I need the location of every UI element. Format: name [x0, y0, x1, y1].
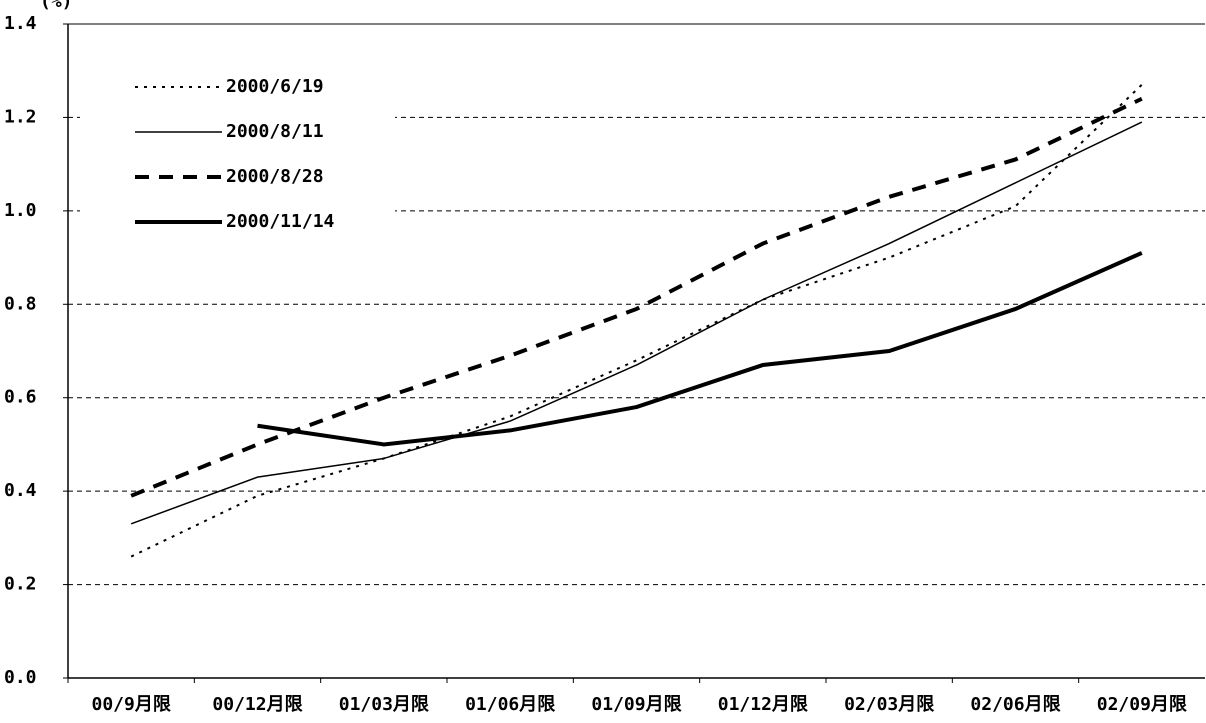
- x-tick-label: 00/9月限: [91, 694, 171, 715]
- y-tick-label: 1.2: [4, 106, 37, 127]
- y-tick-label: 0.6: [4, 387, 37, 408]
- x-tick-label: 01/09月限: [591, 694, 682, 715]
- y-axis-label: (%): [40, 0, 73, 12]
- x-tick-label: 02/06月限: [970, 694, 1061, 715]
- y-tick-label: 1.0: [4, 200, 37, 221]
- x-tick-label: 00/12月限: [212, 694, 303, 715]
- legend-label: 2000/6/19: [226, 76, 324, 97]
- x-tick-label: 01/12月限: [718, 694, 809, 715]
- legend-label: 2000/11/14: [226, 211, 335, 232]
- legend-label: 2000/8/28: [226, 166, 324, 187]
- x-tick-label: 01/06月限: [465, 694, 556, 715]
- series-line: [130, 121, 1143, 525]
- y-tick-label: 1.4: [4, 13, 37, 34]
- legend-box: [80, 65, 395, 240]
- y-tick-label: 0.2: [4, 574, 37, 595]
- y-tick-label: 0.4: [4, 480, 37, 501]
- x-tick-label: 02/09月限: [1097, 694, 1188, 715]
- x-tick-label: 02/03月限: [844, 694, 935, 715]
- x-tick-label: 01/03月限: [339, 694, 430, 715]
- y-tick-label: 0.0: [4, 667, 37, 688]
- series-line: [257, 251, 1143, 447]
- y-tick-label: 0.8: [4, 293, 37, 314]
- series-line: [130, 96, 1143, 498]
- legend-label: 2000/8/11: [226, 121, 324, 142]
